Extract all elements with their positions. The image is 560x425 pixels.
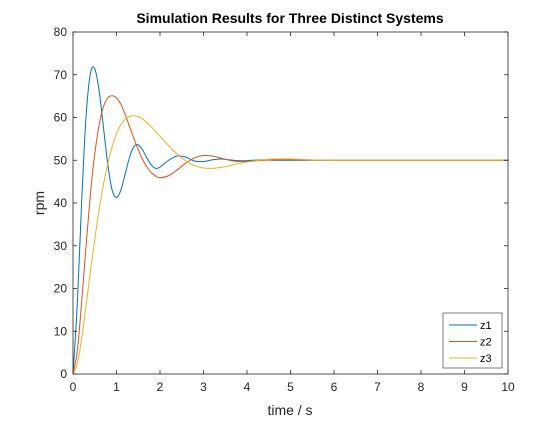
y-tick-label: 70 xyxy=(54,68,68,82)
x-tick-label: 3 xyxy=(200,380,207,394)
y-tick-label: 80 xyxy=(54,25,68,39)
y-tick-label: 30 xyxy=(54,239,68,253)
legend-label-z1: z1 xyxy=(480,320,492,332)
legend-label-z2: z2 xyxy=(480,337,492,349)
legend: z1 z2 z3 xyxy=(442,312,503,369)
series-line-z2 xyxy=(72,95,508,375)
x-tick-label: 10 xyxy=(501,380,515,394)
y-tick-label: 10 xyxy=(54,324,68,338)
legend-label-z3: z3 xyxy=(480,353,492,365)
x-tick-label: 0 xyxy=(70,380,77,394)
x-tick-label: 7 xyxy=(374,380,381,394)
series-layer xyxy=(72,66,508,375)
x-tick-label: 8 xyxy=(418,380,425,394)
y-tick-label: 0 xyxy=(60,367,67,381)
chart-title: Simulation Results for Three Distinct Sy… xyxy=(136,10,444,26)
y-tick-label: 40 xyxy=(54,196,68,210)
x-tick-label: 5 xyxy=(287,380,294,394)
plot-area xyxy=(73,32,508,374)
x-tick-label: 2 xyxy=(157,380,164,394)
y-tick-label: 50 xyxy=(54,153,68,167)
axis-layer: 0 1 2 3 4 5 6 7 8 9 10 0 10 20 30 40 50 60 70 80 xyxy=(54,25,515,394)
series-line-z3 xyxy=(72,115,508,375)
x-tick-label: 6 xyxy=(331,380,338,394)
y-tick-label: 20 xyxy=(54,282,68,296)
y-axis-label: rpm xyxy=(31,191,47,215)
x-tick-label: 4 xyxy=(244,380,251,394)
y-tick-label: 60 xyxy=(54,111,68,125)
x-axis-label: time / s xyxy=(267,402,312,418)
legend-box xyxy=(442,312,503,369)
x-tick-label: 9 xyxy=(461,380,468,394)
x-tick-label: 1 xyxy=(113,380,120,394)
